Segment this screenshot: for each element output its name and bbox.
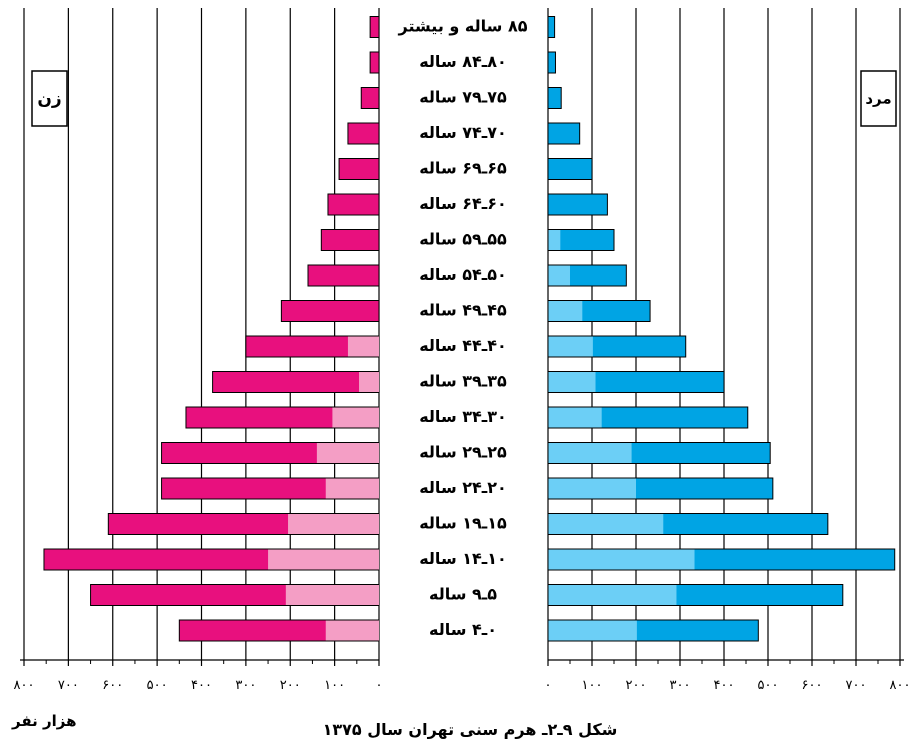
female-bar: [369, 51, 380, 74]
right-tick-label: ۵۰۰: [758, 678, 779, 693]
female-inner-bar: [347, 336, 379, 357]
female-bar: [212, 371, 380, 393]
right-tick-label: ۷۰۰: [846, 678, 867, 693]
female-inner-bar: [325, 478, 379, 499]
unit-label: هزار نفر: [11, 712, 77, 730]
female-bar: [280, 300, 380, 322]
age-group-label: ۲۰ـ۲۴ ساله: [419, 478, 507, 497]
female-inner-bar: [316, 443, 379, 463]
age-group-label: ۵۰ـ۵۴ ساله: [419, 265, 507, 284]
female-bar: [327, 193, 380, 216]
left-tick-label: ۱۰۰: [324, 678, 345, 693]
right-axis: ۰ ۱۰۰ ۲۰۰ ۳۰۰ ۴۰۰ ۵۰۰ ۶۰۰ ۷۰۰ ۸۰۰: [545, 659, 911, 693]
male-bar: [547, 122, 581, 145]
left-tick-label: ۶۰۰: [102, 678, 123, 693]
left-grid: [23, 8, 380, 660]
female-bar: [338, 158, 380, 180]
age-group-label: ۲۵ـ۲۹ ساله: [419, 443, 507, 462]
age-group-label: ۸۰ـ۸۴ ساله: [419, 52, 507, 71]
female-bars: [43, 16, 380, 642]
male-bar: [547, 51, 556, 74]
age-group-label: ۵ـ۹ ساله: [429, 585, 497, 604]
right-tick-label: ۸۰۰: [890, 678, 911, 693]
age-group-label: ۵۵ـ۵۹ ساله: [419, 230, 507, 249]
age-group-label: ۸۵ ساله و بیشتر: [398, 17, 528, 36]
left-tick-label: ۵۰۰: [147, 678, 168, 693]
age-group-label: ۳۰ـ۳۴ ساله: [419, 407, 507, 426]
male-label-box: مرد: [860, 70, 897, 127]
chart-title: شکل ۹ـ۲ـ هرم سنی تهران سال ۱۳۷۵: [323, 720, 618, 739]
male-bar: [547, 158, 593, 180]
right-tick-label: ۳۰۰: [670, 678, 691, 693]
age-group-label: ۶۰ـ۶۴ ساله: [419, 194, 507, 213]
age-group-label: ۱۵ـ۱۹ ساله: [419, 514, 507, 533]
male-inner-bar: [548, 372, 596, 392]
male-inner-bar: [548, 230, 561, 250]
age-group-label: ۳۵ـ۳۹ ساله: [419, 372, 507, 391]
female-inner-bar: [332, 407, 379, 428]
female-inner-bar: [325, 620, 379, 641]
left-axis: ۰ ۱۰۰ ۲۰۰ ۳۰۰ ۴۰۰ ۵۰۰ ۶۰۰ ۷۰۰ ۸۰۰: [14, 659, 383, 693]
female-bar: [360, 87, 380, 109]
male-inner-bar: [548, 407, 602, 428]
female-bar: [307, 264, 380, 287]
right-tick-label: ۰: [545, 678, 552, 693]
male-inner-bar: [548, 514, 664, 534]
age-group-label: ۰ـ۴ ساله: [429, 620, 497, 639]
female-bar: [369, 16, 380, 38]
male-inner-bar: [548, 620, 637, 641]
male-inner-bar: [548, 301, 583, 321]
female-bar: [320, 229, 380, 251]
female-inner-bar: [359, 372, 379, 392]
age-group-label: ۴۰ـ۴۴ ساله: [419, 336, 507, 355]
age-group-labels: ۸۵ ساله و بیشتر ۸۰ـ۸۴ ساله ۷۵ـ۷۹ ساله ۷۰ـ۷۴…: [398, 17, 528, 640]
female-inner-bar: [288, 514, 379, 534]
female-label: زن: [37, 89, 61, 109]
right-tick-label: ۱۰۰: [582, 678, 603, 693]
male-inner-bar: [548, 443, 632, 463]
male-inner-bar: [548, 265, 570, 286]
male-inner-bar: [548, 549, 695, 570]
female-inner-bar: [268, 549, 379, 570]
left-tick-label: ۸۰۰: [14, 678, 35, 693]
right-tick-label: ۴۰۰: [714, 678, 735, 693]
male-bar: [547, 193, 608, 216]
age-group-label: ۱۰ـ۱۴ ساله: [419, 549, 507, 568]
male-inner-bar: [548, 336, 593, 357]
left-tick-label: ۷۰۰: [58, 678, 79, 693]
male-bar: [547, 229, 615, 251]
age-group-label: ۷۰ـ۷۴ ساله: [419, 123, 507, 142]
female-label-box: زن: [31, 70, 68, 127]
left-tick-label: ۰: [376, 678, 383, 693]
male-bar: [547, 16, 556, 38]
male-label: مرد: [865, 90, 891, 108]
left-tick-label: ۳۰۰: [235, 678, 256, 693]
female-bar: [347, 122, 380, 145]
male-inner-bar: [548, 478, 636, 499]
male-inner-bar: [548, 585, 677, 605]
age-group-label: ۶۵ـ۶۹ ساله: [419, 159, 507, 178]
left-tick-label: ۴۰۰: [191, 678, 212, 693]
right-tick-label: ۶۰۰: [802, 678, 823, 693]
left-tick-label: ۲۰۰: [280, 678, 301, 693]
age-group-label: ۴۵ـ۴۹ ساله: [419, 301, 507, 320]
age-group-label: ۷۵ـ۷۹ ساله: [419, 88, 507, 107]
right-tick-label: ۲۰۰: [626, 678, 647, 693]
male-bar: [547, 87, 562, 109]
female-inner-bar: [285, 585, 379, 605]
male-bars: [547, 16, 896, 642]
